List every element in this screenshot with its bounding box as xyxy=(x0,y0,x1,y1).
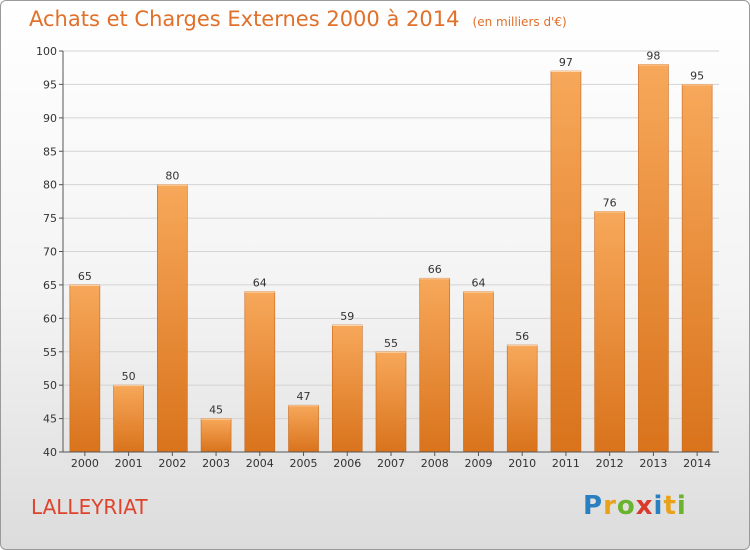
data-label-2010: 56 xyxy=(515,330,529,343)
logo-letter: r xyxy=(603,491,617,521)
logo-letter: i xyxy=(676,491,687,521)
data-label-2004: 64 xyxy=(253,277,267,290)
labels-layer: 65 50 80 45 64 47 59 55 66 64 56 97 76 98 95 xyxy=(78,49,704,416)
data-label-2014: 95 xyxy=(690,69,704,82)
x-tick-label-2004: 2004 xyxy=(246,457,274,470)
bar-2010 xyxy=(506,344,538,453)
bar-2007 xyxy=(375,351,407,453)
bar-2006 xyxy=(331,324,363,453)
data-label-2007: 55 xyxy=(384,337,398,350)
y-tick-label: 45 xyxy=(43,413,57,426)
y-tick-label: 75 xyxy=(43,212,57,225)
x-tick-label-2013: 2013 xyxy=(639,457,667,470)
proxiti-logo: Proxiti xyxy=(583,491,687,521)
x-tick-label-2006: 2006 xyxy=(333,457,361,470)
x-tick-label-2001: 2001 xyxy=(115,457,143,470)
bar-2008 xyxy=(419,277,451,453)
bar-2002 xyxy=(157,184,188,453)
axis-layer: 40 45 50 55 60 65 70 75 80 85 90 95 100 2000 2001 2002 2… xyxy=(36,45,719,470)
logo-letter: t xyxy=(663,491,677,521)
bar-2009 xyxy=(463,291,494,453)
data-label-2011: 97 xyxy=(559,56,573,69)
x-tick-label-2011: 2011 xyxy=(552,457,580,470)
x-tick-label-2003: 2003 xyxy=(202,457,230,470)
data-label-2012: 76 xyxy=(603,196,617,209)
logo-letter: i xyxy=(653,491,664,521)
bar-2011 xyxy=(550,70,582,453)
logo-letter: P xyxy=(583,491,604,521)
bar-2014 xyxy=(681,84,713,453)
bar-2000 xyxy=(69,284,101,453)
data-label-2005: 47 xyxy=(297,390,311,403)
y-tick-label: 85 xyxy=(43,145,57,158)
bar-2005 xyxy=(288,404,319,453)
chart-title: Achats et Charges Externes 2000 à 2014 xyxy=(29,7,460,31)
y-tick-label: 80 xyxy=(43,179,57,192)
data-label-2002: 80 xyxy=(165,170,179,183)
logo-letter: x xyxy=(635,491,654,521)
bar-2012 xyxy=(594,211,625,453)
chart-subtitle: (en milliers d'€) xyxy=(472,15,567,29)
bars-layer xyxy=(69,64,713,453)
bar-2013 xyxy=(638,64,669,453)
data-label-2001: 50 xyxy=(122,370,136,383)
x-tick-label-2000: 2000 xyxy=(71,457,99,470)
location-label: LALLEYRIAT xyxy=(31,495,148,519)
x-tick-label-2014: 2014 xyxy=(683,457,711,470)
data-label-2003: 45 xyxy=(209,404,223,417)
x-tick-label-2012: 2012 xyxy=(596,457,624,470)
data-label-2013: 98 xyxy=(646,49,660,62)
logo-letter: o xyxy=(616,491,636,521)
bar-2004 xyxy=(244,291,276,453)
x-tick-label-2008: 2008 xyxy=(421,457,449,470)
title-block: Achats et Charges Externes 2000 à 2014 (… xyxy=(29,7,567,31)
x-tick-label-2010: 2010 xyxy=(508,457,536,470)
data-label-2000: 65 xyxy=(78,270,92,283)
y-tick-label: 95 xyxy=(43,78,57,91)
x-tick-label-2002: 2002 xyxy=(158,457,186,470)
y-tick-label: 70 xyxy=(43,246,57,259)
x-tick-label-2005: 2005 xyxy=(290,457,318,470)
x-tick-label-2007: 2007 xyxy=(377,457,405,470)
bar-2003 xyxy=(200,418,232,453)
bar-2001 xyxy=(113,384,144,453)
y-tick-label: 55 xyxy=(43,346,57,359)
y-tick-label: 65 xyxy=(43,279,57,292)
data-label-2009: 64 xyxy=(471,277,485,290)
y-tick-label: 90 xyxy=(43,112,57,125)
data-label-2008: 66 xyxy=(428,263,442,276)
data-label-2006: 59 xyxy=(340,310,354,323)
y-tick-label: 100 xyxy=(36,45,57,58)
y-tick-label: 40 xyxy=(43,446,57,459)
y-tick-label: 60 xyxy=(43,312,57,325)
x-tick-label-2009: 2009 xyxy=(464,457,492,470)
y-tick-label: 50 xyxy=(43,379,57,392)
